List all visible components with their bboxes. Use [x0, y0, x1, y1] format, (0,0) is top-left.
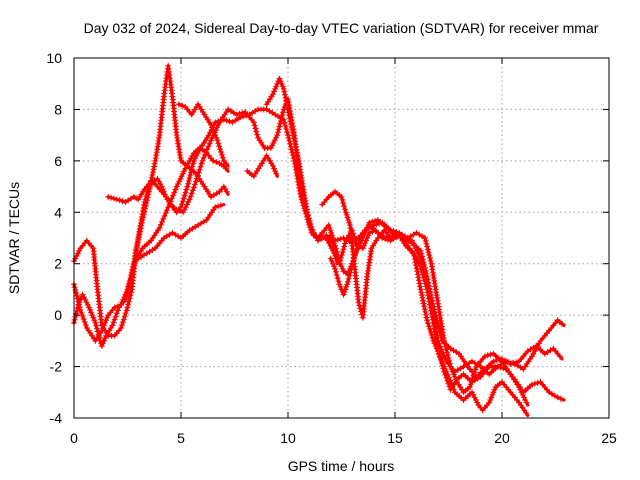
series-day-2 [71, 62, 230, 339]
series-day-1 [71, 106, 566, 378]
y-tick-label: -4 [50, 410, 63, 426]
series-day-8 [319, 188, 530, 417]
series-markers [105, 145, 229, 216]
series-markers [263, 75, 340, 264]
series-markers [135, 202, 224, 262]
series-markers [319, 188, 529, 416]
y-tick-label: -2 [50, 359, 63, 375]
series-markers [175, 101, 229, 167]
y-tick-label: 2 [54, 256, 62, 272]
x-tick-label: 5 [177, 430, 185, 446]
series-markers [71, 106, 565, 378]
x-axis-label: GPS time / hours [288, 458, 395, 474]
chart-title: Day 032 of 2024, Sidereal Day-to-day VTE… [84, 20, 599, 36]
series-day-11 [263, 75, 340, 266]
series-markers [71, 62, 230, 339]
plot-frame [73, 57, 610, 419]
y-tick-label: 10 [46, 50, 62, 66]
x-tick-label: 15 [387, 430, 403, 446]
series-day-10 [327, 219, 530, 407]
series-line [72, 107, 566, 376]
series-day-6 [175, 101, 230, 168]
y-tick-label: 4 [54, 204, 62, 220]
series-day-4 [105, 145, 230, 216]
x-tick-label: 10 [280, 430, 296, 446]
series-day-5 [135, 202, 226, 262]
series-markers [327, 219, 530, 406]
x-tick-label: 25 [601, 430, 617, 446]
y-tick-label: 0 [54, 307, 62, 323]
y-tick-label: 8 [54, 101, 62, 117]
series-markers [244, 152, 280, 180]
y-axis-label: SDTVAR / TECUs [6, 182, 22, 294]
series-day-7 [244, 152, 280, 180]
axis-ticks: 0 5 10 15 20 25 -4 -2 0 2 4 6 8 10 [46, 50, 617, 446]
x-tick-label: 0 [70, 430, 78, 446]
series-layer [71, 62, 566, 417]
y-tick-label: 6 [54, 153, 62, 169]
x-tick-label: 20 [494, 430, 510, 446]
